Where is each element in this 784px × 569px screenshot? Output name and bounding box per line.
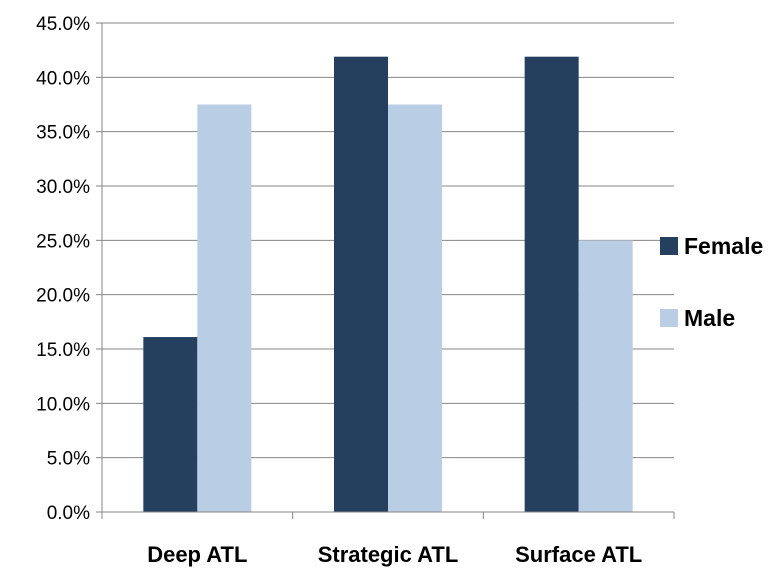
bars bbox=[143, 56, 633, 513]
legend-label-male: Male bbox=[684, 305, 735, 331]
axes bbox=[96, 22, 675, 519]
y-tick-label: 10.0% bbox=[36, 394, 90, 415]
legend-swatch-male bbox=[660, 309, 678, 327]
bar-male-2 bbox=[388, 104, 442, 512]
y-tick-label: 45.0% bbox=[36, 14, 90, 35]
y-tick-label: 20.0% bbox=[36, 286, 90, 307]
legend: Female Male bbox=[660, 233, 763, 331]
bar-female-3 bbox=[524, 56, 579, 512]
bar-male-3 bbox=[578, 240, 633, 513]
bar-male-1 bbox=[197, 104, 252, 512]
y-tick-label: 25.0% bbox=[36, 231, 90, 252]
x-tick-label: Deep ATL bbox=[147, 542, 247, 567]
x-tick-labels: Deep ATL Strategic ATL Surface ATL bbox=[147, 542, 642, 567]
legend-label-female: Female bbox=[684, 233, 763, 259]
y-tick-labels: 0.0% 5.0% 10.0% 15.0% 20.0% 25.0% 30.0% 35.0% 40… bbox=[36, 14, 90, 524]
y-tick-label: 40.0% bbox=[36, 68, 90, 89]
y-tick-label: 5.0% bbox=[47, 449, 90, 470]
x-tick-label: Strategic ATL bbox=[318, 542, 459, 567]
bar-female-1 bbox=[143, 337, 198, 512]
y-tick-label: 0.0% bbox=[47, 503, 90, 524]
legend-swatch-female bbox=[660, 237, 678, 255]
y-tick-label: 35.0% bbox=[36, 123, 90, 144]
y-tick-label: 30.0% bbox=[36, 177, 90, 198]
y-tick-label: 15.0% bbox=[36, 340, 90, 361]
bar-female-2 bbox=[334, 56, 388, 512]
x-tick-label: Surface ATL bbox=[515, 542, 642, 567]
